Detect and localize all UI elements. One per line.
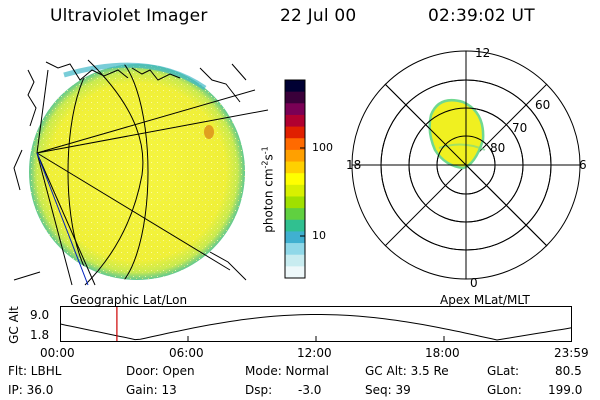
colorbar-band bbox=[285, 161, 305, 174]
mlat-label-60: 60 bbox=[535, 98, 551, 112]
time-label: 02:39:02 UT bbox=[428, 6, 535, 26]
polar-caption: Apex MLat/MLT bbox=[440, 293, 530, 307]
time-tick-1: 06:00 bbox=[169, 346, 204, 360]
mlt-label-0: 0 bbox=[470, 276, 478, 290]
colorbar-band bbox=[285, 219, 305, 232]
polar-plot bbox=[351, 50, 581, 280]
colorbar-band bbox=[285, 208, 305, 221]
colorbar-band bbox=[285, 231, 305, 244]
info-gain: Gain: 13 bbox=[126, 383, 177, 397]
timeline-ymax: 9.0 bbox=[30, 308, 50, 322]
timeline-ylabel: GC Alt bbox=[7, 306, 21, 344]
colorbar-band bbox=[285, 103, 305, 116]
info-mode: Mode: Normal bbox=[245, 364, 329, 378]
coastlines bbox=[13, 61, 247, 281]
app-title: Ultraviolet Imager bbox=[50, 6, 208, 26]
mlat-label-70: 70 bbox=[512, 121, 528, 135]
mlat-label-80: 80 bbox=[490, 141, 506, 155]
info-dsp-label: Dsp: bbox=[245, 383, 273, 397]
colorbar-band bbox=[285, 254, 305, 267]
colorbar-band bbox=[285, 114, 305, 128]
mlt-label-6: 6 bbox=[579, 158, 587, 172]
info-dsp-value: -3.0 bbox=[298, 383, 322, 397]
mlt-label-12: 12 bbox=[475, 46, 491, 60]
colorbar bbox=[284, 79, 306, 279]
time-tick-2: 12:00 bbox=[297, 346, 332, 360]
colorbar-band bbox=[285, 184, 305, 197]
timeline-ymin: 1.8 bbox=[30, 328, 50, 342]
info-glat-value: 80.5 bbox=[555, 364, 582, 378]
info-glat-label: GLat: bbox=[487, 364, 520, 378]
info-door: Door: Open bbox=[126, 364, 195, 378]
colorbar-tick-100: 100 bbox=[312, 141, 333, 154]
map-caption: Geographic Lat/Lon bbox=[70, 293, 188, 307]
time-tick-0: 00:00 bbox=[40, 346, 75, 360]
colorbar-band bbox=[285, 266, 305, 279]
colorbar-band bbox=[285, 196, 305, 209]
colorbar-band bbox=[285, 149, 305, 163]
info-gc-alt: GC Alt: 3.5 Re bbox=[365, 364, 449, 378]
colorbar-band bbox=[285, 80, 305, 93]
colorbar-label: photon cm-2s-1 bbox=[260, 146, 276, 233]
colorbar-band bbox=[285, 126, 305, 139]
mlt-label-18: 18 bbox=[346, 158, 362, 172]
date-label: 22 Jul 00 bbox=[280, 6, 357, 26]
colorbar-band bbox=[285, 138, 305, 151]
auroral-oval bbox=[428, 98, 485, 170]
bright-spot bbox=[204, 125, 214, 139]
altitude-timeline bbox=[60, 306, 572, 342]
info-glon-label: GLon: bbox=[487, 383, 522, 397]
colorbar-band bbox=[285, 243, 305, 256]
time-tick-3: 18:00 bbox=[425, 346, 460, 360]
info-filter: Flt: LBHL bbox=[8, 364, 62, 378]
geographic-image bbox=[13, 59, 269, 286]
info-ip: IP: 36.0 bbox=[8, 383, 54, 397]
colorbar-band bbox=[285, 91, 305, 104]
colorbar-band bbox=[285, 173, 305, 186]
info-seq: Seq: 39 bbox=[365, 383, 411, 397]
time-tick-4: 23:59 bbox=[554, 346, 589, 360]
colorbar-tick-10: 10 bbox=[312, 229, 326, 242]
lat-lon-grid bbox=[36, 59, 269, 286]
info-glon-value: 199.0 bbox=[548, 383, 583, 397]
